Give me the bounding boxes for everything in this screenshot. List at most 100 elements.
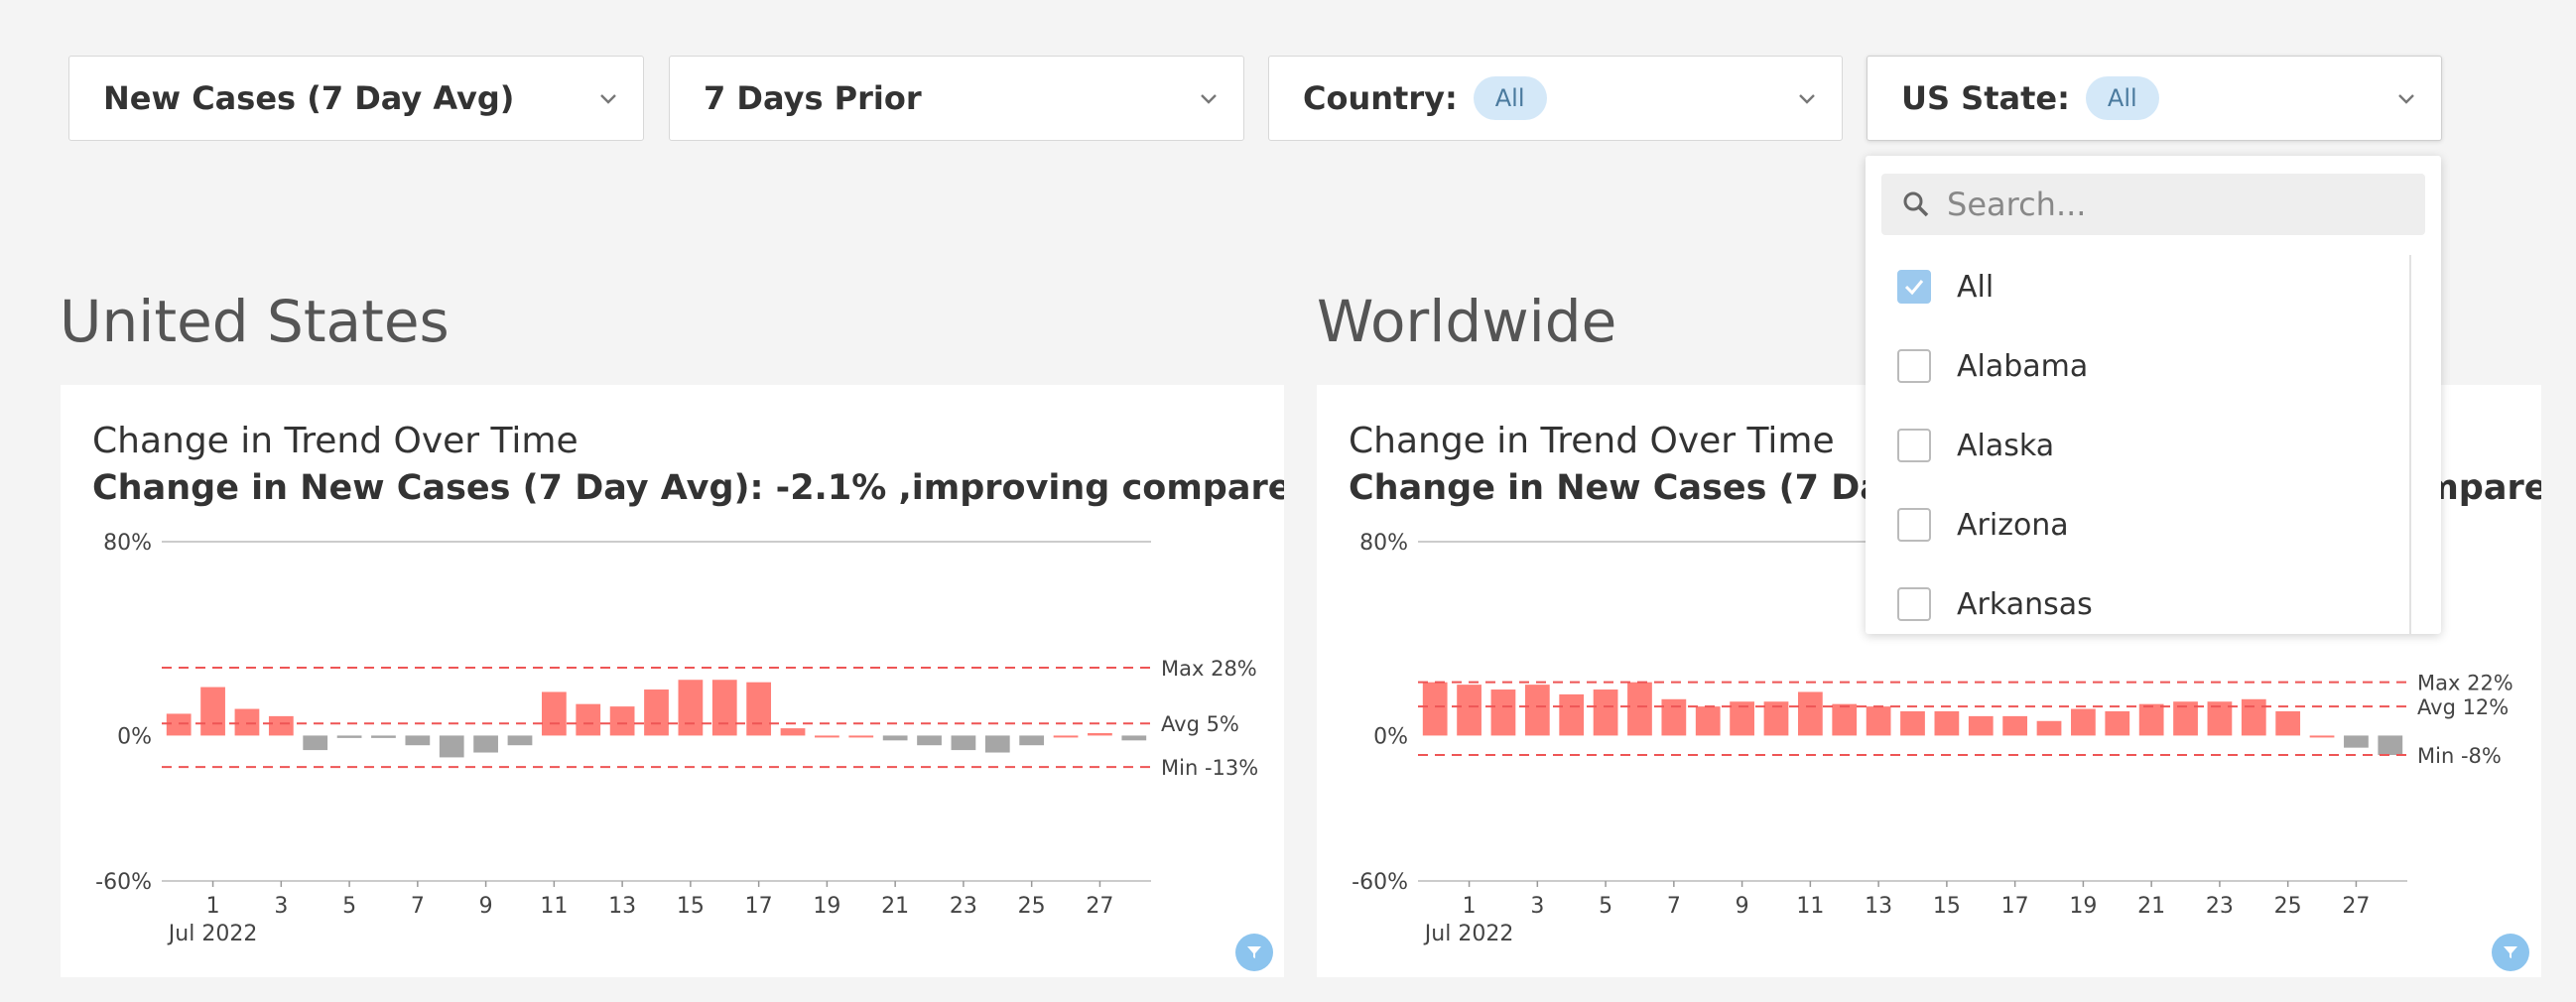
bar [1832,703,1858,736]
bar [644,689,669,736]
funnel-icon [2504,946,2517,958]
funnel-icon [1247,946,1261,958]
world-card-title: Change in Trend Over Time [1349,421,1835,461]
x-tick-label: 15 [677,894,705,919]
state-option-alabama[interactable]: Alabama [1897,341,2088,391]
x-tick-label: 21 [2137,894,2165,919]
x-tick-label: 27 [1086,894,1113,919]
bar [234,708,260,736]
bar [2309,735,2335,738]
x-tick-label: 25 [2274,894,2302,919]
chevron-down-icon [1201,94,1217,104]
y-tick-label: 0% [1373,724,1408,749]
bar [2344,735,2369,748]
state-option-label: Arkansas [1957,586,2093,622]
x-tick-label: 7 [1667,894,1681,919]
chevron-down-icon [1799,94,1815,104]
x-tick-label: 3 [1530,894,1544,919]
reference-line-label: Min -8% [2417,744,2502,768]
bar [371,735,396,738]
bar [166,713,192,736]
metric-select-value: New Cases (7 Day Avg) [103,79,515,117]
bar [815,735,839,738]
state-option-alaska[interactable]: Alaska [1897,421,2054,470]
y-tick-label: 0% [117,724,152,749]
world-chart-filter-button[interactable] [2492,934,2529,971]
state-search-input[interactable]: Search... [1947,186,2087,223]
checkbox-icon[interactable] [1897,349,1931,383]
state-option-arkansas[interactable]: Arkansas [1897,579,2093,629]
checkbox-icon[interactable] [1897,508,1931,542]
state-option-all[interactable]: All [1897,262,1994,312]
bar [711,680,737,736]
bar [576,703,601,736]
bar [1121,735,1147,741]
us-state-select-label: US State: [1901,79,2070,117]
bar [1490,689,1516,736]
country-select[interactable]: Country: All [1268,56,1843,141]
bar [2138,703,2164,736]
y-tick-label: 80% [1359,531,1408,556]
reference-line-label: Avg 12% [2417,695,2509,719]
bar [1661,698,1687,736]
bar [2105,711,2130,736]
checkbox-icon[interactable] [1897,429,1931,462]
checkbox-checked-icon[interactable] [1897,270,1931,304]
state-option-label: Alaska [1957,428,2055,463]
period-select[interactable]: 7 Days Prior [669,56,1244,141]
reference-line-label: Avg 5% [1161,712,1239,736]
us-card-title: Change in Trend Over Time [92,421,579,461]
bar [2275,711,2301,736]
us-state-select[interactable]: US State: All [1867,56,2442,141]
bar [848,735,874,738]
state-option-arizona[interactable]: Arizona [1897,500,2069,550]
bar [1695,706,1721,736]
us-state-dropdown-menu: Search... All Alabama Alaska Arizona Ark… [1866,156,2441,634]
reference-line-label: Max 22% [2417,672,2513,695]
x-axis-sublabel: Jul 2022 [1423,922,1514,946]
y-tick-label: 80% [103,531,152,556]
world-panel-title: Worldwide [1317,288,1617,355]
checkbox-icon[interactable] [1897,587,1931,621]
x-tick-label: 15 [1933,894,1961,919]
bar [507,735,533,746]
bar [2241,698,2266,736]
us-chart-card: Change in Trend Over Time Change in New … [61,385,1284,977]
period-select-value: 7 Days Prior [704,79,922,117]
x-tick-label: 9 [479,894,493,919]
x-tick-label: 5 [342,894,356,919]
bar [780,728,806,736]
y-tick-label: -60% [1352,870,1408,895]
x-tick-label: 1 [1463,894,1477,919]
dropdown-scrollbar[interactable] [2409,255,2411,634]
x-tick-label: 13 [1865,894,1892,919]
bar [1088,732,1112,736]
state-search-field[interactable]: Search... [1881,174,2425,235]
us-state-select-value-badge: All [2085,76,2159,120]
x-tick-label: 19 [813,894,840,919]
bar [2036,720,2062,736]
bar [336,735,362,738]
metric-select[interactable]: New Cases (7 Day Avg) [68,56,644,141]
bar [541,691,567,736]
x-tick-label: 11 [1796,894,1824,919]
x-tick-label: 17 [2001,894,2029,919]
us-chart-filter-button[interactable] [1235,934,1273,971]
bar [1968,715,1994,736]
bar [1866,706,1891,736]
bar [917,735,942,746]
bar [439,735,464,758]
x-tick-label: 23 [950,894,977,919]
x-tick-label: 11 [540,894,568,919]
x-tick-label: 21 [881,894,909,919]
x-tick-label: 5 [1599,894,1612,919]
x-tick-label: 27 [2342,894,2370,919]
bar [405,735,431,746]
bar [2378,735,2403,755]
x-tick-label: 25 [1018,894,1046,919]
bar [1627,682,1652,736]
state-option-label: Arizona [1957,507,2069,543]
bar [951,735,976,751]
chevron-down-icon [600,94,616,104]
